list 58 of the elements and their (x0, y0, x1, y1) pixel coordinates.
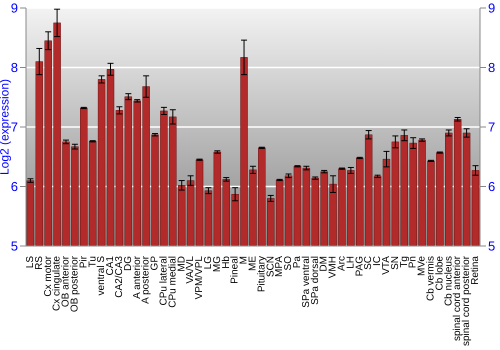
y-tick-label: 7 (10, 120, 18, 135)
x-tick-label: Pn (408, 256, 419, 268)
x-tick-label: spinal cord posterior (461, 255, 472, 346)
y-tick-label: 6 (10, 179, 18, 194)
x-tick-label: RS (34, 256, 45, 270)
x-tick-label: LH (345, 256, 356, 269)
x-tick-label: VPM/VPL (194, 256, 206, 300)
x-tick-label: SPa dorsal (310, 256, 321, 305)
y2-tick-label: 6 (488, 179, 496, 194)
y2-tick-label: 5 (488, 238, 496, 254)
x-tick-label: Cb nucleus (443, 256, 454, 306)
x-tick-label: OB posterior (69, 255, 80, 312)
x-tick-label: Pir (78, 255, 90, 268)
x-tick-label: Retina (470, 256, 482, 285)
x-tick-label: SO (283, 256, 294, 270)
x-tick-label: SCN (265, 256, 276, 278)
x-tick-label: SC (363, 256, 374, 270)
x-tick-label: DG (122, 256, 134, 271)
y-axis-title: Log2 (expression) (0, 78, 12, 176)
x-tick-label: Cx cingulate (52, 256, 63, 312)
x-tick-label: Pineal (230, 256, 241, 284)
x-tick-label: Tg (398, 256, 410, 268)
x-tick-label: VMH (328, 256, 339, 278)
x-tick-label: CPu lateral (158, 256, 170, 306)
x-tick-label: MPA (274, 256, 286, 277)
x-tick-label: Pa (292, 256, 304, 268)
x-tick-label: Pituitary (256, 256, 268, 292)
x-tick-label: A anterior (132, 255, 143, 299)
x-tick-label: PAG (354, 256, 366, 276)
x-tick-label: GP (150, 256, 161, 270)
x-tick-label: MG (212, 256, 223, 272)
x-tick-label: A posterior (140, 255, 152, 304)
x-tick-label: ME (248, 256, 258, 271)
x-tick-label: SN (390, 256, 401, 270)
x-tick-label: M (238, 256, 250, 264)
y-tick-label: 5 (10, 238, 18, 254)
y2-tick-label: 8 (488, 60, 496, 76)
x-tick-label: LS (24, 256, 36, 268)
x-tick-label: OB anterior (60, 255, 72, 308)
y-tick-label: 8 (10, 60, 18, 76)
y2-tick-label: 9 (488, 0, 496, 16)
x-tick-label: MVe (416, 256, 428, 276)
x-tick-label: VTA (381, 256, 392, 275)
x-tick-label: DM (318, 256, 330, 272)
x-tick-label: SPa ventral (300, 256, 312, 308)
y-tick-label: 9 (10, 0, 18, 16)
x-tick-label: Tu (87, 256, 98, 268)
y2-tick-label: 7 (488, 120, 496, 135)
x-tick-label: Hb (220, 256, 232, 269)
x-tick-label: ventral S (96, 256, 108, 296)
x-tick-label: IC (372, 256, 384, 266)
x-tick-label: Cb lobe (434, 256, 446, 290)
x-tick-label: CA2/CA3 (114, 256, 125, 298)
x-tick-label: Arc (336, 256, 348, 271)
x-tick-label: CA1 (105, 256, 116, 276)
x-tick-label: CPu medial (167, 256, 178, 308)
x-tick-label: LG (202, 256, 214, 270)
x-tick-label: spinal cord anterior (452, 255, 464, 342)
